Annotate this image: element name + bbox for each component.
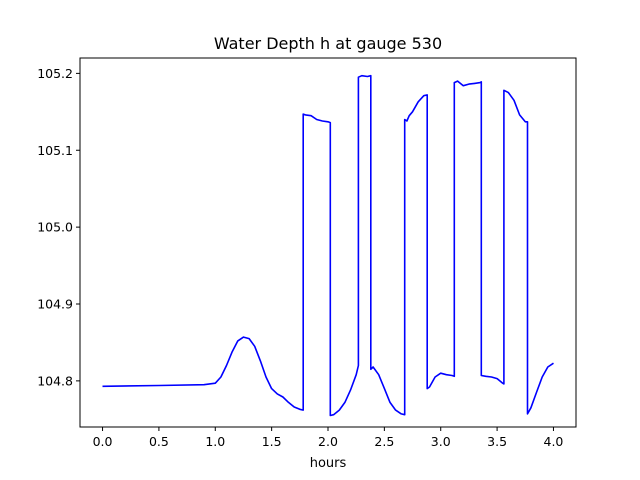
x-tick-label: 4.0 — [544, 434, 564, 449]
water-depth-series-line — [102, 74, 554, 417]
x-tick-label: 0.5 — [149, 434, 169, 449]
x-tick-label: 1.0 — [205, 434, 225, 449]
y-tick-label: 104.8 — [37, 373, 73, 388]
y-axis: 104.8 104.9 105.0 105.1 105.2 — [37, 66, 80, 388]
y-tick-label: 105.2 — [37, 66, 73, 81]
x-tick-label: 3.5 — [487, 434, 507, 449]
axes-frame — [79, 57, 577, 428]
x-tick-label: 3.0 — [431, 434, 451, 449]
y-tick-label: 105.1 — [37, 143, 73, 158]
x-tick-label: 2.0 — [318, 434, 338, 449]
plot-area — [102, 74, 554, 417]
y-tick-label: 104.9 — [37, 297, 73, 312]
x-tick-label: 1.5 — [262, 434, 282, 449]
y-tick-label: 105.0 — [37, 220, 73, 235]
chart-title: Water Depth h at gauge 530 — [214, 34, 442, 53]
x-tick-label: 0.0 — [93, 434, 113, 449]
x-axis: 0.0 0.5 1.0 1.5 2.0 2.5 3.0 3.5 4.0 — [93, 427, 564, 449]
x-tick-label: 2.5 — [374, 434, 394, 449]
x-axis-label: hours — [310, 456, 347, 471]
